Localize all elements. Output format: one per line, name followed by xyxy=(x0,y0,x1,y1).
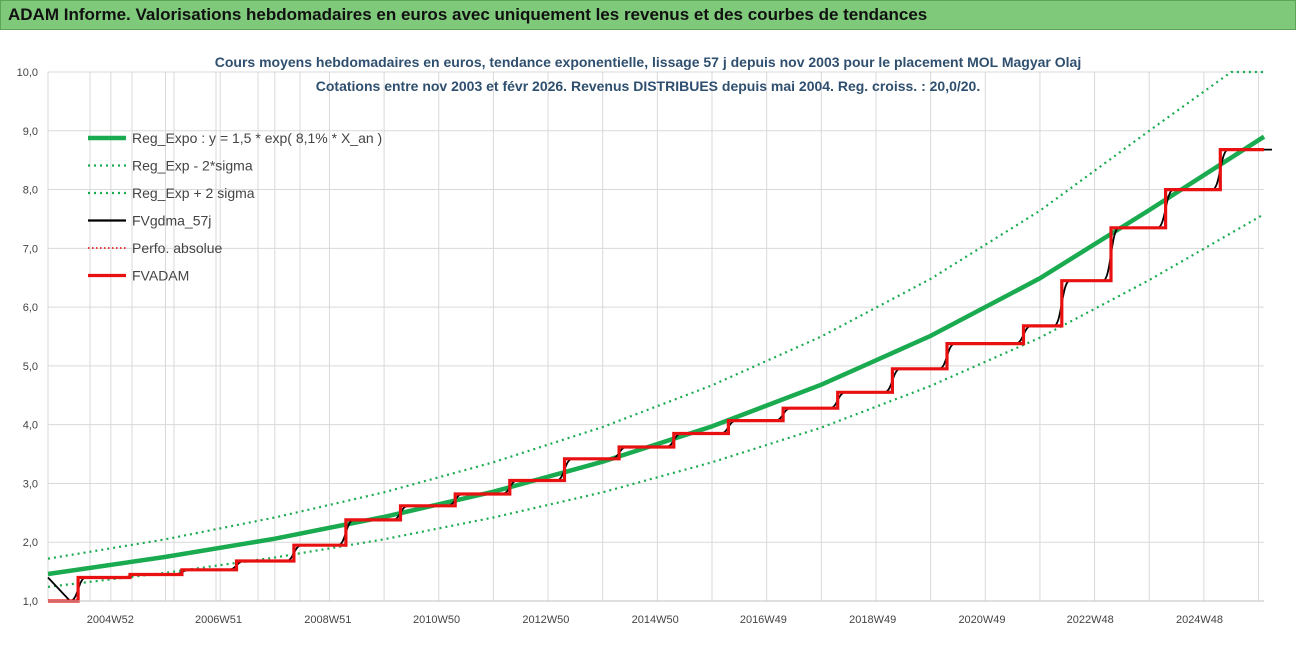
x-tick-label: 2008W51 xyxy=(304,614,351,626)
y-tick-label: 5,0 xyxy=(23,361,38,373)
report-title-banner: ADAM Informe. Valorisations hebdomadaire… xyxy=(0,0,1296,30)
series-line-fvgdma-57j xyxy=(47,148,1272,602)
x-tick-label: 2006W51 xyxy=(195,614,242,626)
series-line-plus-2sigma xyxy=(47,70,1264,560)
y-tick-label: 6,0 xyxy=(23,302,38,314)
series-line-minus-2sigma xyxy=(47,213,1265,588)
y-tick-label: 3,0 xyxy=(23,478,38,490)
legend-label: Reg_Expo : y = 1,5 * exp( 8,1% * X_an ) xyxy=(132,130,382,146)
legend-label: Perfo. absolue xyxy=(132,240,222,256)
legend-label: Reg_Exp + 2 sigma xyxy=(132,185,255,201)
legend-label: Reg_Exp - 2*sigma xyxy=(132,158,253,174)
series-line-reg-expo xyxy=(47,134,1266,577)
y-tick-label: 9,0 xyxy=(23,126,38,138)
legend: Reg_Expo : y = 1,5 * exp( 8,1% * X_an ) R… xyxy=(88,130,382,284)
x-tick-label: 2024W48 xyxy=(1176,614,1223,626)
legend-label: FVADAM xyxy=(132,268,189,284)
y-tick-label: 10,0 xyxy=(17,67,38,79)
series-line-fvadam xyxy=(48,148,1264,603)
y-tick-label: 1,0 xyxy=(23,596,38,608)
y-tick-label: 7,0 xyxy=(23,243,38,255)
y-tick-label: 2,0 xyxy=(23,537,38,549)
x-tick-label: 2012W50 xyxy=(522,614,569,626)
chart: 1,0 2,0 3,0 4,0 5,0 6,0 7,0 8,0 9,0 10,0 2004W52 20… xyxy=(17,54,1272,626)
grid xyxy=(47,71,1264,602)
axes: 1,0 2,0 3,0 4,0 5,0 6,0 7,0 8,0 9,0 10,0 2004W52 20… xyxy=(17,67,1264,626)
chart-title: Cours moyens hebdomadaires en euros, ten… xyxy=(215,54,1081,70)
x-tick-label: 2010W50 xyxy=(413,614,460,626)
chart-area: 1,0 2,0 3,0 4,0 5,0 6,0 7,0 8,0 9,0 10,0 2004W52 20… xyxy=(0,30,1302,653)
x-tick-label: 2004W52 xyxy=(87,614,134,626)
y-tick-label: 4,0 xyxy=(23,420,38,432)
x-tick-label: 2022W48 xyxy=(1067,614,1114,626)
series-group xyxy=(47,70,1272,603)
y-tick-label: 8,0 xyxy=(23,185,38,197)
report-title: ADAM Informe. Valorisations hebdomadaire… xyxy=(8,5,928,24)
x-tick-label: 2016W49 xyxy=(740,614,787,626)
x-tick-label: 2014W50 xyxy=(632,614,679,626)
legend-label: FVgdma_57j xyxy=(132,213,211,229)
x-tick-label: 2018W49 xyxy=(849,614,896,626)
chart-subtitle: Cotations entre nov 2003 et févr 2026. R… xyxy=(316,78,981,94)
x-tick-label: 2020W49 xyxy=(958,614,1005,626)
